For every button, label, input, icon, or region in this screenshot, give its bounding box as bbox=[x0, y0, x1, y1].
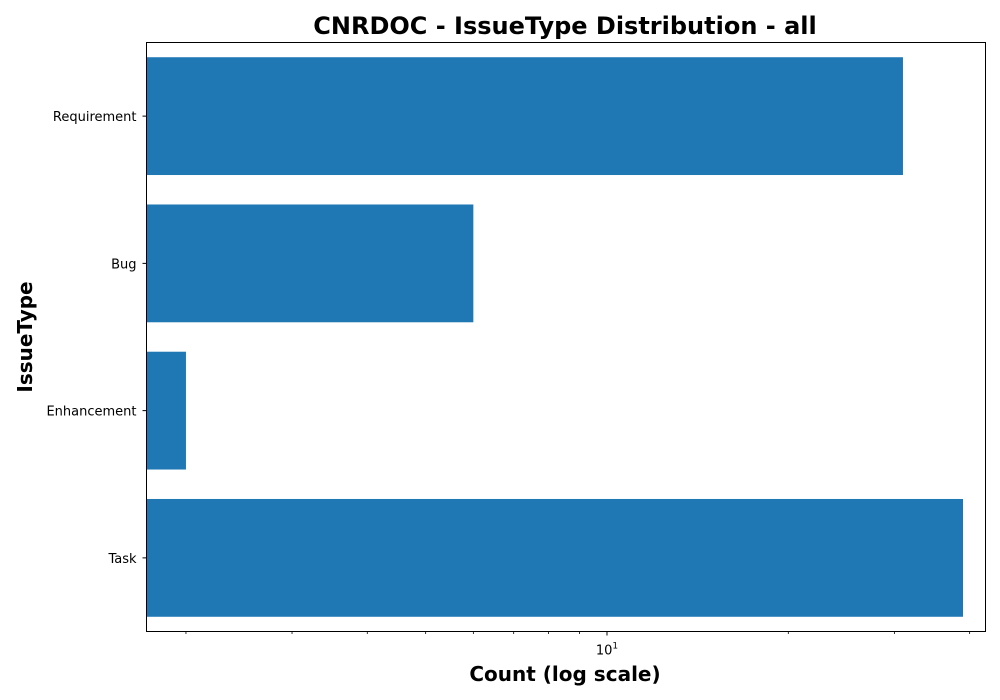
y-tick-label-task: Task bbox=[107, 552, 137, 567]
bar-requirement bbox=[147, 57, 903, 175]
y-axis-label: IssueType bbox=[13, 281, 37, 392]
x-axis: 101 bbox=[186, 632, 970, 659]
y-tick-label-bug: Bug bbox=[111, 257, 136, 272]
bars-group bbox=[147, 57, 964, 617]
x-axis-label: Count (log scale) bbox=[469, 662, 660, 686]
bar-enhancement bbox=[147, 352, 186, 470]
y-tick-label-enhancement: Enhancement bbox=[46, 405, 136, 420]
x-tick-label: 101 bbox=[596, 642, 618, 659]
y-tick-label-requirement: Requirement bbox=[53, 110, 137, 125]
y-axis: Requirement Bug Enhancement Task bbox=[46, 110, 146, 567]
chart-title: CNRDOC - IssueType Distribution - all bbox=[313, 12, 816, 40]
bar-bug bbox=[147, 204, 474, 322]
bar-task bbox=[147, 499, 964, 617]
